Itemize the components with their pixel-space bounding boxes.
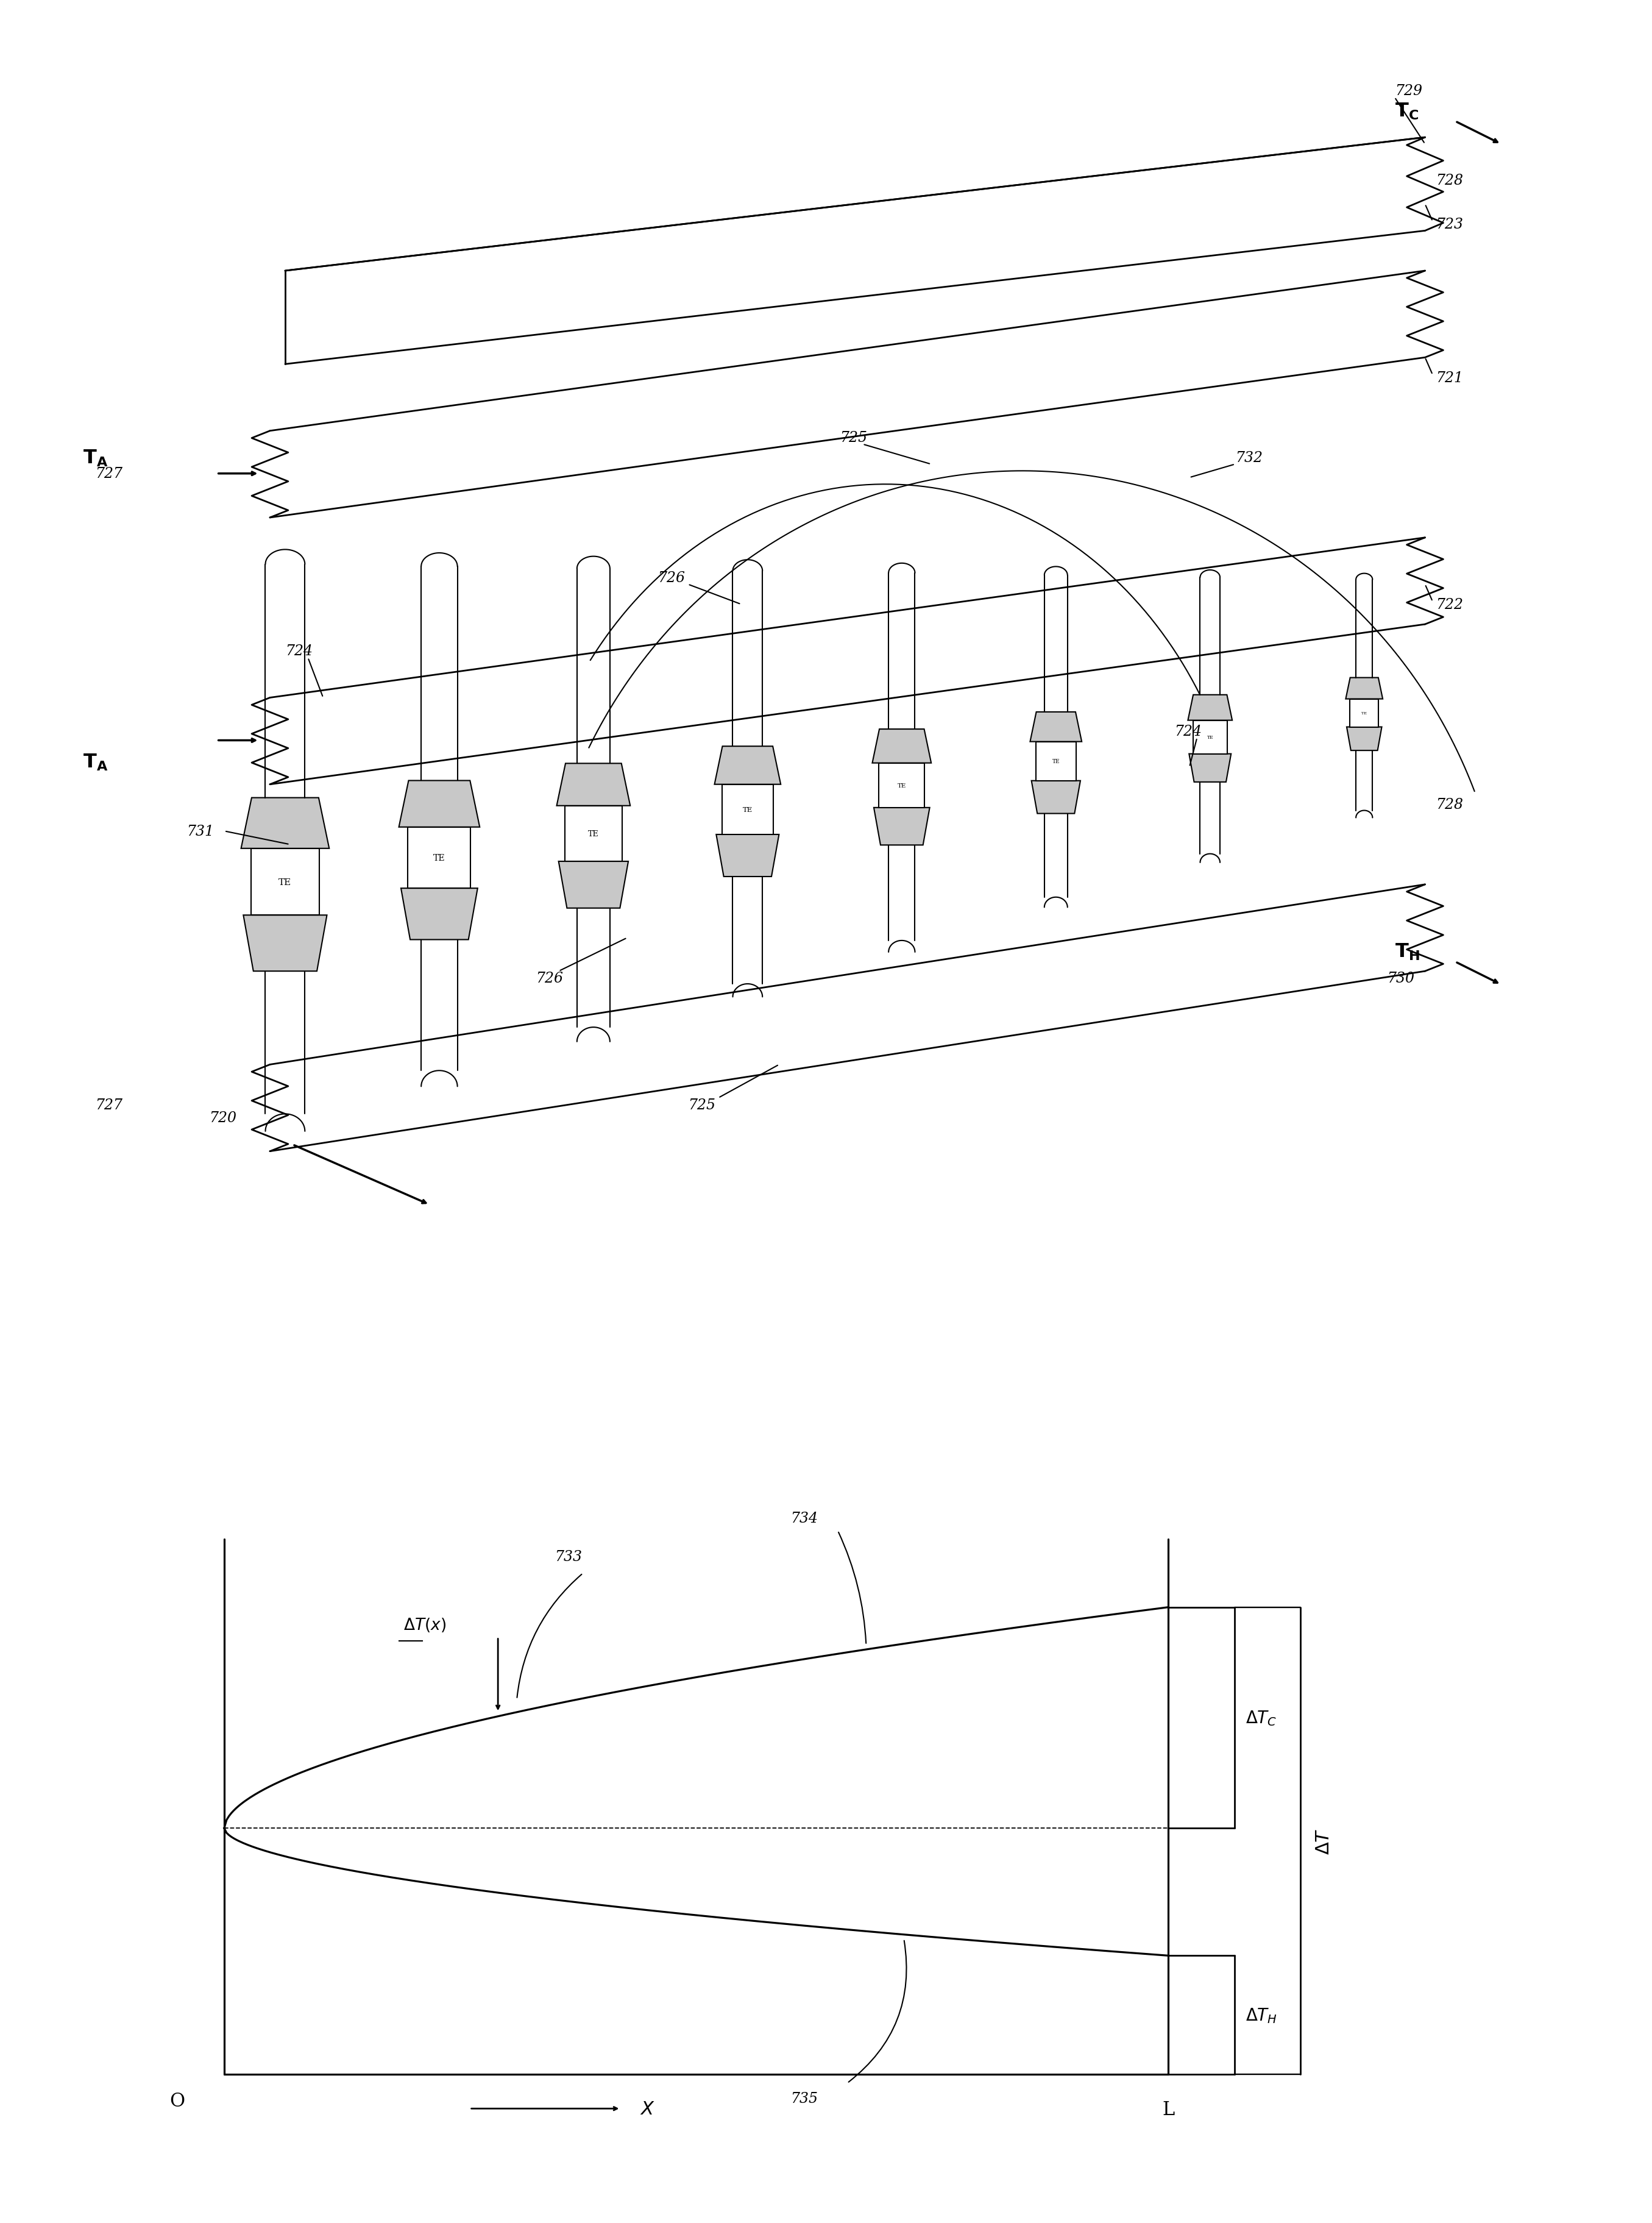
Text: 726: 726 xyxy=(657,571,686,585)
Text: 721: 721 xyxy=(1436,371,1464,385)
Polygon shape xyxy=(714,747,781,785)
Polygon shape xyxy=(879,762,925,807)
Polygon shape xyxy=(565,807,621,863)
Text: $X$: $X$ xyxy=(639,2099,654,2119)
Text: 730: 730 xyxy=(1388,971,1414,985)
Text: 735: 735 xyxy=(791,2092,818,2105)
Text: 728: 728 xyxy=(1436,798,1464,811)
Text: 732: 732 xyxy=(1236,451,1262,465)
Polygon shape xyxy=(717,836,780,876)
Text: 733: 733 xyxy=(555,1549,582,1563)
Text: O: O xyxy=(170,2092,185,2110)
Text: 725: 725 xyxy=(839,431,867,445)
Polygon shape xyxy=(1031,711,1082,742)
Polygon shape xyxy=(1036,742,1075,780)
Polygon shape xyxy=(401,889,477,940)
Text: 723: 723 xyxy=(1436,218,1464,231)
Polygon shape xyxy=(243,916,327,971)
Text: L: L xyxy=(1161,2101,1175,2119)
Polygon shape xyxy=(241,798,329,849)
Text: TE: TE xyxy=(1361,711,1366,716)
Polygon shape xyxy=(1193,720,1227,754)
Text: 724: 724 xyxy=(1175,725,1201,738)
Text: $\mathbf{T_A}$: $\mathbf{T_A}$ xyxy=(83,751,107,771)
Polygon shape xyxy=(1031,780,1080,814)
Text: 728: 728 xyxy=(1436,173,1464,187)
Polygon shape xyxy=(1346,727,1381,751)
Text: 727: 727 xyxy=(96,1098,122,1112)
Text: $\Delta T$: $\Delta T$ xyxy=(1315,1827,1333,1854)
Text: TE: TE xyxy=(897,782,907,789)
Text: TE: TE xyxy=(279,878,292,887)
Text: TE: TE xyxy=(588,829,600,838)
Text: $\Delta T_H$: $\Delta T_H$ xyxy=(1246,2005,1277,2025)
Polygon shape xyxy=(398,780,479,827)
Text: $\Delta T(x)$: $\Delta T(x)$ xyxy=(403,1616,446,1634)
Text: $\mathbf{T_A}$: $\mathbf{T_A}$ xyxy=(83,449,107,467)
Text: 727: 727 xyxy=(96,467,122,480)
Polygon shape xyxy=(1346,678,1383,700)
Polygon shape xyxy=(408,827,471,889)
Text: 724: 724 xyxy=(286,645,312,658)
Text: TE: TE xyxy=(1208,736,1213,740)
Polygon shape xyxy=(557,765,629,807)
Text: $\mathbf{T_H}$: $\mathbf{T_H}$ xyxy=(1394,943,1419,960)
Text: $\mathbf{T_C}$: $\mathbf{T_C}$ xyxy=(1394,102,1419,120)
Polygon shape xyxy=(1189,754,1231,782)
Polygon shape xyxy=(251,849,319,916)
Polygon shape xyxy=(1188,696,1232,720)
Polygon shape xyxy=(872,729,932,762)
Text: 720: 720 xyxy=(210,1112,236,1125)
Text: 726: 726 xyxy=(535,971,563,985)
Text: 722: 722 xyxy=(1436,598,1464,611)
Polygon shape xyxy=(558,863,628,909)
Text: 731: 731 xyxy=(187,825,213,838)
Text: TE: TE xyxy=(743,807,753,814)
Text: 729: 729 xyxy=(1394,84,1422,98)
Polygon shape xyxy=(722,785,773,836)
Text: 725: 725 xyxy=(687,1098,715,1112)
Text: TE: TE xyxy=(1052,758,1059,765)
Polygon shape xyxy=(874,807,930,845)
Text: $\Delta T_C$: $\Delta T_C$ xyxy=(1246,1709,1277,1727)
Polygon shape xyxy=(1350,700,1378,727)
Text: 734: 734 xyxy=(791,1512,818,1525)
Text: TE: TE xyxy=(433,854,446,863)
